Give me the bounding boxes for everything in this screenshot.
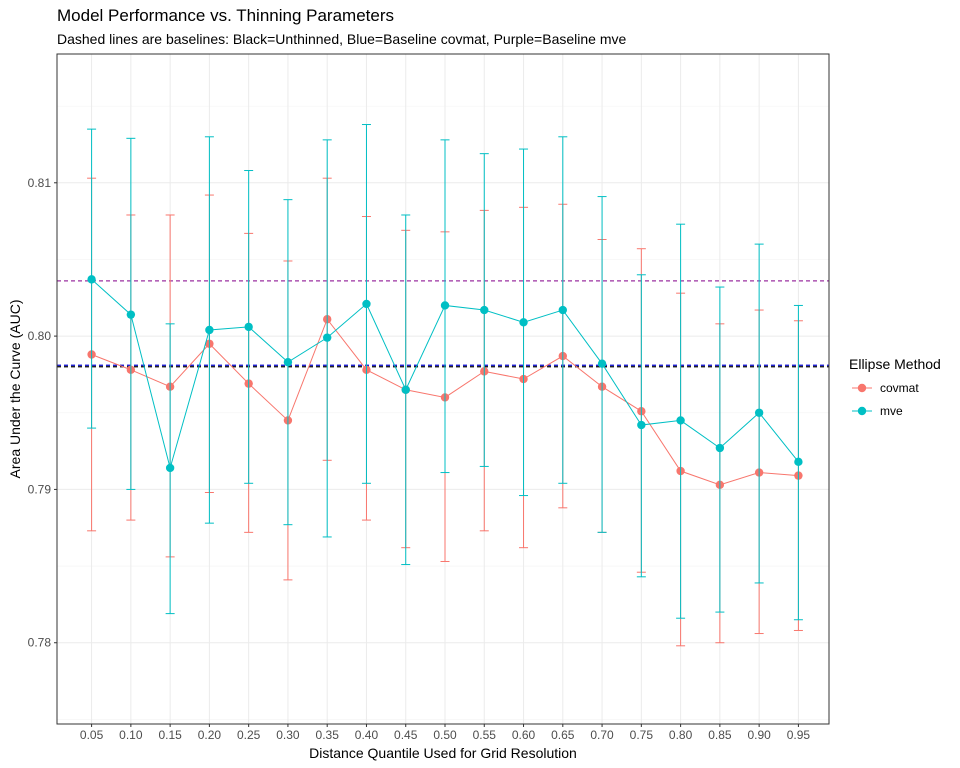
data-point [283,357,293,367]
chart-title: Model Performance vs. Thinning Parameter… [57,6,395,25]
x-tick-label: 0.85 [708,728,732,742]
x-tick-label: 0.45 [394,728,418,742]
x-tick-label: 0.25 [237,728,261,742]
series-mve [87,124,803,621]
data-point [322,333,332,342]
x-tick-label: 0.95 [787,728,811,742]
y-tick-label: 0.81 [28,176,52,190]
data-point [244,322,253,332]
legend-key-point [857,383,867,393]
data-point [165,463,175,473]
x-tick-label: 0.90 [747,728,771,742]
data-point [676,416,685,425]
data-point [754,408,764,417]
x-tick-label: 0.70 [590,728,614,742]
data-point [558,305,568,315]
data-point [715,443,725,453]
data-point [126,310,136,319]
x-tick-label: 0.75 [630,728,654,742]
x-tick-label: 0.15 [158,728,182,742]
legend-label: mve [880,404,903,418]
data-point [440,301,450,310]
x-tick-label: 0.80 [669,728,693,742]
y-axis-title: Area Under the Curve (AUC) [7,300,23,479]
data-point [205,325,214,335]
data-point [480,305,489,315]
x-tick-label: 0.30 [276,728,300,742]
axis-layer: 0.78 0.79 0.80 0.81 0.05 0.10 0.15 0.20 0.25 0.30… [28,176,811,742]
y-tick-label: 0.80 [28,329,52,343]
legend-key-point [857,406,867,416]
data-point [362,299,371,309]
baseline-layer [57,280,829,368]
x-tick-label: 0.40 [355,728,379,742]
x-tick-label: 0.05 [80,728,104,742]
x-tick-label: 0.55 [473,728,497,742]
x-tick-label: 0.50 [433,728,457,742]
x-tick-label: 0.10 [119,728,143,742]
legend-title: Ellipse Method [849,356,941,372]
x-tick-label: 0.60 [512,728,536,742]
x-tick-label: 0.20 [198,728,222,742]
series-layer [87,124,803,647]
legend-label: covmat [880,381,919,395]
y-tick-label: 0.78 [28,636,52,650]
panel-border [56,53,830,725]
data-point [794,457,803,467]
legend-item-covmat: covmat [852,381,919,395]
data-point [597,359,607,368]
data-point [637,420,646,430]
data-point [87,275,96,284]
x-tick-label: 0.65 [551,728,575,742]
data-point [401,385,410,394]
data-point [519,318,528,327]
legend: Ellipse Method covmat mve [849,356,941,418]
chart-subtitle: Dashed lines are baselines: Black=Unthin… [57,31,627,47]
legend-item-mve: mve [852,404,903,418]
x-tick-label: 0.35 [316,728,340,742]
y-tick-label: 0.79 [28,482,52,496]
x-axis-title: Distance Quantile Used for Grid Resoluti… [309,745,577,761]
